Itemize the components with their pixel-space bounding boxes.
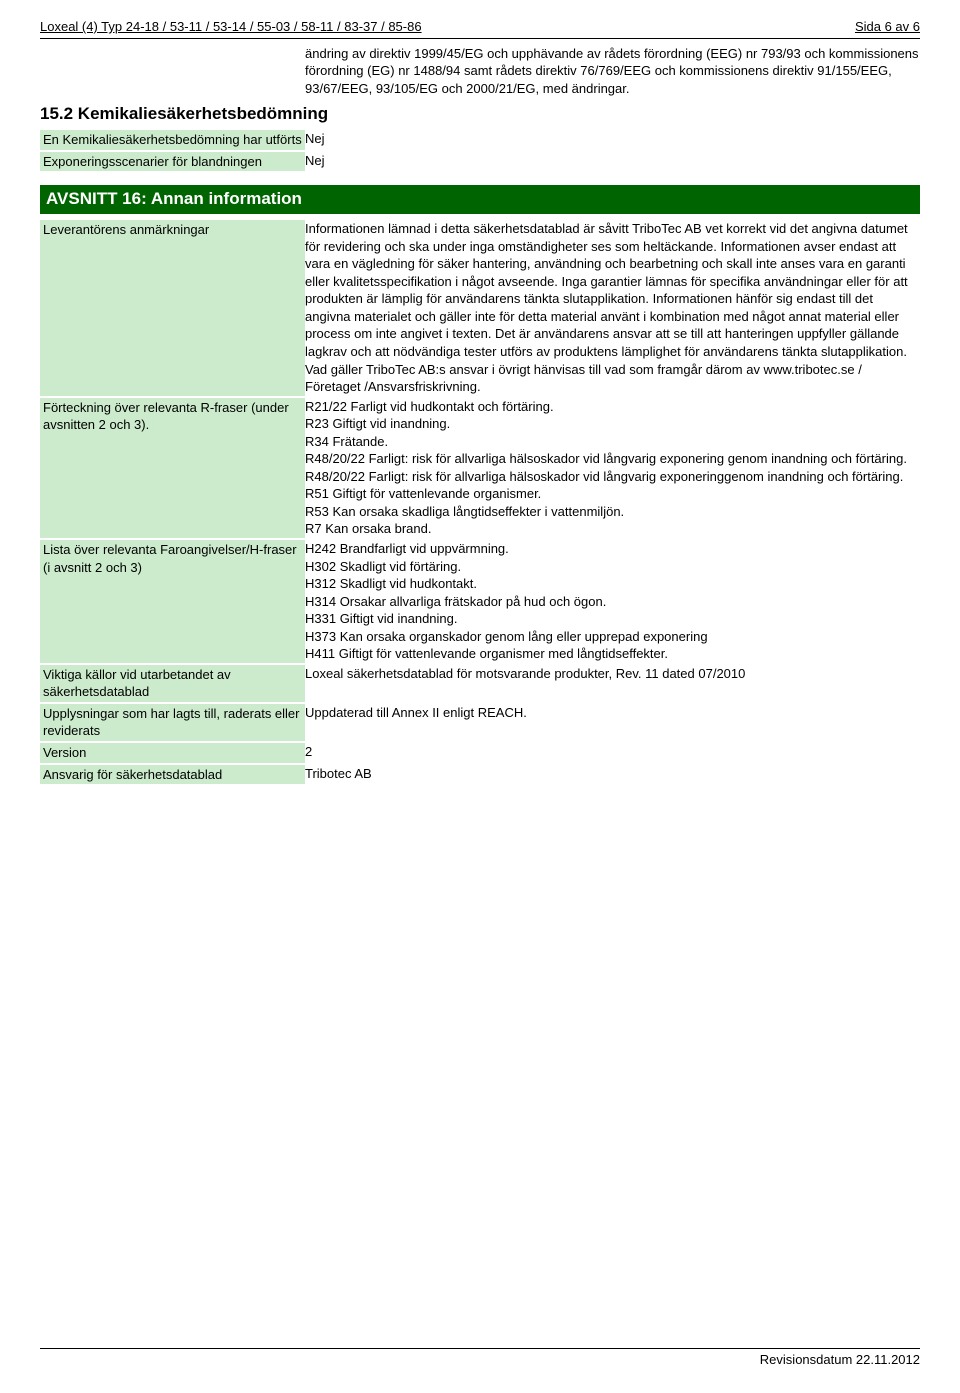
section-16-row: Ansvarig för säkerhetsdatabladTribotec A… [40,765,920,785]
section-16-row: Lista över relevanta Faroangivelser/H-fr… [40,540,920,663]
section-15-2-heading: 15.2 Kemikaliesäkerhetsbedömning [40,103,920,126]
intro-row: ändring av direktiv 1999/45/EG och upphä… [40,45,920,98]
row-value-line: R7 Kan orsaka brand. [305,520,920,538]
row-value-line: H411 Giftigt för vattenlevande organisme… [305,645,920,663]
row-value-line: H302 Skadligt vid förtäring. [305,558,920,576]
section-15-2-row: Exponeringsscenarier för blandningenNej [40,152,920,172]
row-value-line: R48/20/22 Farligt: risk för allvarliga h… [305,450,920,468]
row-value-line: R21/22 Farligt vid hudkontakt och förtär… [305,398,920,416]
row-value-line: R23 Giftigt vid inandning. [305,415,920,433]
row-label: Upplysningar som har lagts till, raderat… [40,704,305,741]
header-title: Loxeal (4) Typ 24-18 / 53-11 / 53-14 / 5… [40,18,422,36]
intro-text: ändring av direktiv 1999/45/EG och upphä… [305,45,920,98]
row-value: Informationen lämnad i detta säkerhetsda… [305,220,920,395]
row-value: Nej [305,130,920,150]
row-value-line: H242 Brandfarligt vid uppvärmning. [305,540,920,558]
section-16-row: Version2 [40,743,920,763]
row-label: Exponeringsscenarier för blandningen [40,152,305,172]
row-label: Viktiga källor vid utarbetandet av säker… [40,665,305,702]
row-value-line: R48/20/22 Farligt: risk för allvarliga h… [305,468,920,486]
section-16-row: Förteckning över relevanta R-fraser (und… [40,398,920,538]
section-16-row: Upplysningar som har lagts till, raderat… [40,704,920,741]
footer-revision-date: Revisionsdatum 22.11.2012 [40,1348,920,1369]
row-value: H242 Brandfarligt vid uppvärmning.H302 S… [305,540,920,663]
row-value-line: H331 Giftigt vid inandning. [305,610,920,628]
row-value: Uppdaterad till Annex II enligt REACH. [305,704,920,741]
row-value: Tribotec AB [305,765,920,785]
header-page-number: Sida 6 av 6 [855,18,920,36]
row-label: Lista över relevanta Faroangivelser/H-fr… [40,540,305,663]
row-value-line: H373 Kan orsaka organskador genom lång e… [305,628,920,646]
row-label: Version [40,743,305,763]
row-label: Förteckning över relevanta R-fraser (und… [40,398,305,538]
section-16-row: Leverantörens anmärkningarInformationen … [40,220,920,395]
section-16-row: Viktiga källor vid utarbetandet av säker… [40,665,920,702]
section-16-banner: AVSNITT 16: Annan information [40,185,920,214]
page-header: Loxeal (4) Typ 24-18 / 53-11 / 53-14 / 5… [40,18,920,39]
row-value-line: R51 Giftigt för vattenlevande organismer… [305,485,920,503]
row-value: Nej [305,152,920,172]
row-label: Leverantörens anmärkningar [40,220,305,395]
section-15-2-row: En Kemikaliesäkerhetsbedömning har utför… [40,130,920,150]
row-value-line: R34 Frätande. [305,433,920,451]
row-value: R21/22 Farligt vid hudkontakt och förtär… [305,398,920,538]
row-value-line: H314 Orsakar allvarliga frätskador på hu… [305,593,920,611]
row-value-line: R53 Kan orsaka skadliga långtidseffekter… [305,503,920,521]
row-label: Ansvarig för säkerhetsdatablad [40,765,305,785]
row-label: En Kemikaliesäkerhetsbedömning har utför… [40,130,305,150]
row-value: Loxeal säkerhetsdatablad för motsvarande… [305,665,920,702]
row-value-line: H312 Skadligt vid hudkontakt. [305,575,920,593]
row-value: 2 [305,743,920,763]
